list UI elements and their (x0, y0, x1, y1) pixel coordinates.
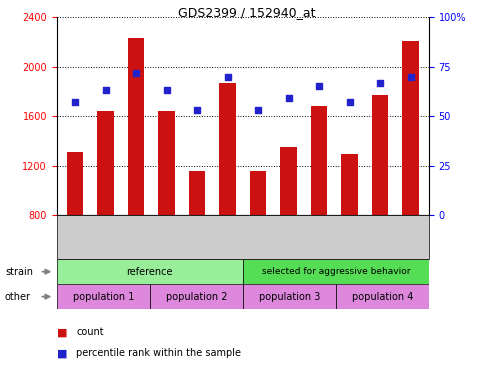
Point (346, 99, 353, 105)
Point (254, 107, 262, 113)
Text: other: other (5, 291, 31, 302)
Text: ■: ■ (57, 348, 67, 358)
Bar (243, 259, 429, 284)
Bar (219, 83, 236, 215)
Bar (128, 38, 144, 215)
Bar (372, 95, 388, 215)
Point (224, 74, 232, 80)
Bar (189, 170, 206, 215)
Bar (402, 41, 419, 215)
Bar (158, 111, 175, 215)
Text: count: count (76, 327, 104, 337)
Point (132, 70, 140, 76)
Bar (97, 111, 114, 215)
Text: population 3: population 3 (259, 291, 320, 302)
Point (407, 74, 415, 80)
Text: population 1: population 1 (72, 291, 134, 302)
Bar (243, 284, 336, 309)
Point (71, 99, 79, 105)
Text: ■: ■ (57, 327, 67, 337)
Point (193, 107, 201, 113)
Bar (341, 154, 358, 215)
Text: selected for aggressive behavior: selected for aggressive behavior (262, 267, 410, 276)
Text: strain: strain (5, 266, 33, 277)
Bar (280, 147, 297, 215)
Point (315, 83, 323, 89)
Text: population 2: population 2 (166, 291, 227, 302)
Text: population 4: population 4 (352, 291, 413, 302)
Bar (57, 284, 150, 309)
Bar (336, 284, 429, 309)
Text: GDS2399 / 152940_at: GDS2399 / 152940_at (178, 6, 315, 19)
Text: reference: reference (127, 266, 173, 277)
Point (163, 88, 171, 94)
Bar (67, 152, 83, 215)
Point (376, 79, 384, 86)
Bar (249, 170, 266, 215)
Bar (311, 106, 327, 215)
Point (102, 88, 109, 94)
Bar (57, 259, 243, 284)
Point (284, 95, 292, 101)
Bar (150, 284, 243, 309)
Text: percentile rank within the sample: percentile rank within the sample (76, 348, 242, 358)
